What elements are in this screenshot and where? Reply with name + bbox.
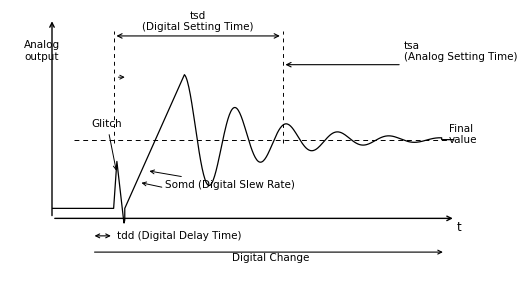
- Text: tsa
(Analog Setting Time): tsa (Analog Setting Time): [404, 41, 517, 62]
- Text: tsd
(Digital Setting Time): tsd (Digital Setting Time): [142, 11, 254, 32]
- Text: tdd (Digital Delay Time): tdd (Digital Delay Time): [117, 231, 241, 241]
- Text: t: t: [457, 221, 462, 234]
- Text: Glitch: Glitch: [92, 119, 122, 170]
- Text: Somd (Digital Slew Rate): Somd (Digital Slew Rate): [150, 170, 294, 190]
- Text: Digital Change: Digital Change: [232, 253, 309, 263]
- Text: Analog
output: Analog output: [24, 40, 60, 62]
- Text: Final
value: Final value: [449, 124, 477, 146]
